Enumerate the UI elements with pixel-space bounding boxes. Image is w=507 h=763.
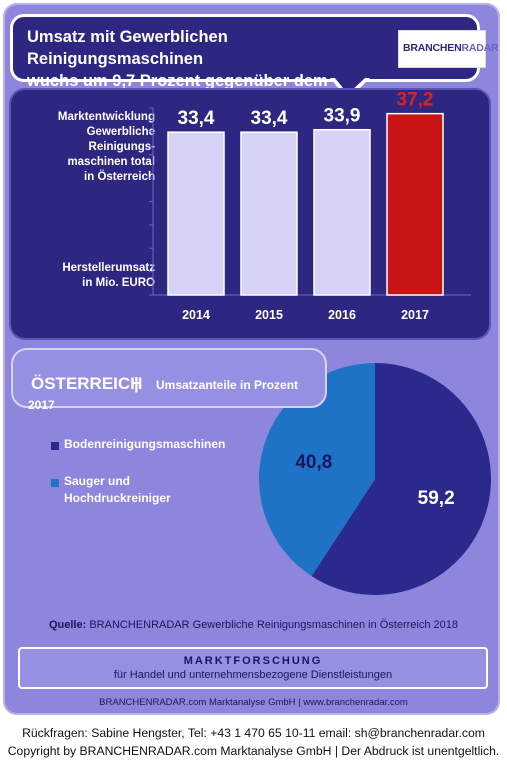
x-tick-label: 2017 [401, 308, 429, 322]
bar-chart-ylabel-bottom: Herstellerumsatz in Mio. EURO [25, 261, 155, 291]
bar [386, 112, 444, 296]
ylabel-line: in Mio. EURO [82, 277, 155, 289]
legend-label: Bodenreinigungsmaschinen [64, 437, 226, 451]
contact-line-1: Rückfragen: Sabine Hengster, Tel: +43 1 … [22, 726, 485, 740]
pie-value-label: 59,2 [418, 488, 455, 509]
x-tick-label: 2014 [182, 308, 210, 322]
share-subtitle: Umsatzanteile in Prozent [156, 378, 299, 392]
bar [313, 128, 371, 296]
share-title: ÖSTERREICH [31, 374, 143, 393]
branchenradar-logo: BRANCHENRADAR [398, 30, 499, 68]
bar [167, 131, 225, 296]
bar [240, 131, 298, 296]
share-header: ÖSTERREICH | Umsatzanteile in Prozent [11, 348, 327, 408]
source-label: Quelle: [48, 619, 87, 631]
bar-chart: 33,4 2014 33,4 2015 33,9 2016 37,2 2017 [149, 90, 471, 322]
legend-swatch-sauger [51, 479, 59, 487]
ylabel-line: in Österreich [84, 171, 155, 183]
pie-value-label: 40,8 [295, 452, 332, 473]
contact-line-2: Copyright by BRANCHENRADAR.com Marktanal… [7, 744, 500, 758]
headline-line-1: Umsatz mit Gewerblichen Reinigungsmaschi… [27, 28, 228, 68]
ylabel-line: Reinigungs- [88, 141, 155, 153]
bar-chart-panel: Marktentwicklung Gewerbliche Reinigungs-… [11, 90, 489, 338]
marktforschung-title: MARKTFORSCHUNG [183, 655, 323, 667]
legend-swatch-bodenreinigung [51, 442, 59, 450]
legend-label: Sauger und [64, 474, 131, 488]
source-line: Quelle: BRANCHENRADAR Gewerbliche Reinig… [0, 619, 507, 631]
marktforschung-box: MARKTFORSCHUNG für Handel und unternehme… [18, 647, 488, 689]
x-tick-label: 2016 [328, 308, 356, 322]
marktforschung-subtitle: für Handel und unternehmensbezogene Dien… [113, 669, 393, 681]
footer-line: BRANCHENRADAR.com Marktanalyse GmbH | ww… [99, 697, 408, 708]
ylabel-line: maschinen total [67, 156, 155, 168]
bar-chart-ylabel-top: Marktentwicklung Gewerbliche Reinigungs-… [25, 110, 155, 185]
bar-value-label: 33,4 [178, 108, 215, 129]
pie-slice [311, 363, 491, 595]
ylabel-line: Herstellerumsatz [62, 262, 155, 274]
x-tick-label: 2015 [255, 308, 283, 322]
logo-part-a: BRANCHEN [403, 42, 462, 54]
legend-item-bodenreinigung: Bodenreinigungsmaschinen [64, 436, 225, 453]
bar-value-label: 37,2 [397, 90, 434, 111]
pie-chart: 59,2 40,8 [259, 363, 491, 595]
ylabel-line: Gewerbliche [86, 126, 155, 138]
bar-value-label: 33,4 [251, 108, 288, 129]
legend-label: Hochdruckreiniger [64, 491, 171, 505]
bar-value-label: 33,9 [324, 106, 361, 127]
logo-part-b: RADAR [461, 42, 499, 54]
legend-item-sauger: Sauger und Hochdruckreiniger [64, 473, 171, 507]
share-separator: | [134, 374, 139, 393]
pie-slice [259, 363, 375, 577]
share-year: 2017 [28, 398, 55, 412]
source-text: BRANCHENRADAR Gewerbliche Reinigungsmasc… [89, 619, 458, 631]
callout-tail-inner [334, 77, 366, 94]
ylabel-line: Marktentwicklung [57, 111, 155, 123]
